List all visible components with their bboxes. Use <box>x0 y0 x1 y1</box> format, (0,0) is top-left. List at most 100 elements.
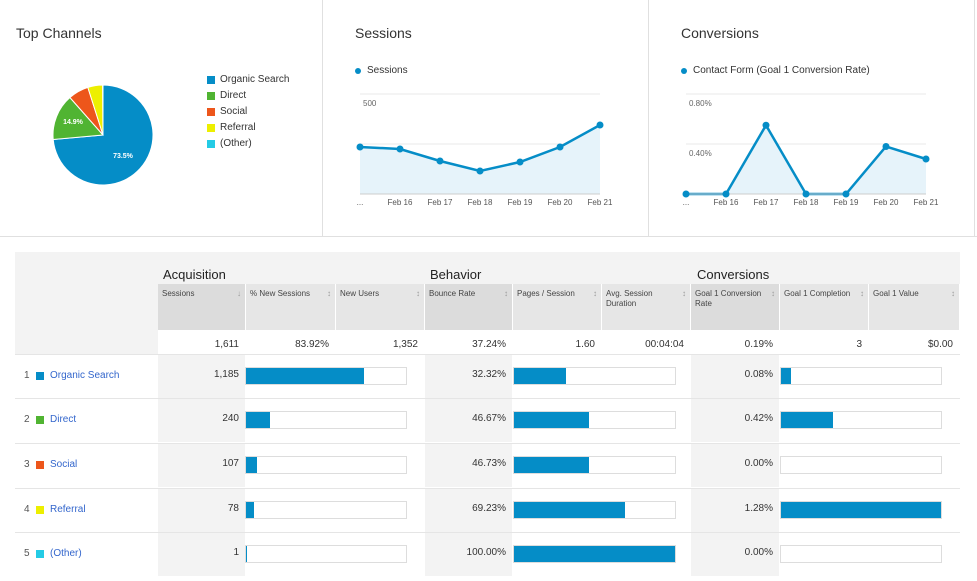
legend-swatch <box>207 139 215 148</box>
legend-item[interactable]: (Other) <box>207 138 252 149</box>
data-point[interactable] <box>476 167 484 175</box>
bounce-rate-cell: 32.32% <box>472 369 506 380</box>
sessions-bar <box>245 545 407 563</box>
column-header-label: Bounce Rate <box>429 289 476 298</box>
data-point[interactable] <box>842 190 850 198</box>
bar-fill <box>514 412 590 428</box>
legend-item[interactable]: Social <box>207 106 247 117</box>
sort-icon[interactable]: ↕ <box>860 289 864 298</box>
column-header-label: % New Sessions <box>250 289 311 298</box>
column-header-label: New Users <box>340 289 380 298</box>
sort-icon[interactable]: ↕ <box>327 289 331 298</box>
data-point[interactable] <box>356 143 364 151</box>
sort-icon[interactable]: ↕ <box>682 289 686 298</box>
value-column-bg <box>158 444 245 487</box>
panel-divider <box>648 0 649 236</box>
data-point[interactable] <box>436 157 444 165</box>
sessions-cell: 240 <box>222 413 239 424</box>
value-column-bg <box>158 533 245 576</box>
conversion-rate-bar <box>780 367 942 385</box>
column-header-avg-session-duration[interactable]: Avg. Session Duration ↕ <box>602 284 690 330</box>
sort-icon[interactable]: ↕ <box>951 289 955 298</box>
data-point[interactable] <box>802 190 810 198</box>
channel-link[interactable]: Referral <box>50 504 86 515</box>
conversion-rate-cell: 0.08% <box>744 369 773 380</box>
sessions-series-legend[interactable]: Sessions <box>355 65 408 76</box>
sort-icon[interactable]: ↕ <box>771 289 775 298</box>
sessions-bar <box>245 501 407 519</box>
bounce-rate-cell: 100.00% <box>466 547 506 558</box>
channel-link[interactable]: Direct <box>50 414 77 425</box>
column-header-bounce-rate[interactable]: Bounce Rate ↕ <box>425 284 512 330</box>
x-tick-label: Feb 21 <box>588 198 613 207</box>
data-point[interactable] <box>762 121 770 129</box>
sort-icon[interactable]: ↕ <box>504 289 508 298</box>
sessions-bar <box>245 456 407 474</box>
bounce-rate-cell: 46.67% <box>472 413 506 424</box>
legend-label: Organic Search <box>220 74 290 85</box>
column-header-goal-1-completion[interactable]: Goal 1 Completion ↕ <box>780 284 868 330</box>
column-header-sessions[interactable]: Sessions ↓ <box>158 284 245 330</box>
x-tick-label: Feb 20 <box>548 198 573 207</box>
section-divider <box>0 236 977 237</box>
legend-item[interactable]: Organic Search <box>207 74 289 85</box>
channel-link[interactable]: Organic Search <box>50 370 120 381</box>
total-cell: $0.00 <box>869 330 959 354</box>
conversion-rate-cell: 0.00% <box>744 458 773 469</box>
data-point[interactable] <box>922 155 930 163</box>
column-header-label: Avg. Session Duration <box>606 289 653 308</box>
channel-link[interactable]: (Other) <box>50 548 82 559</box>
data-point[interactable] <box>396 145 404 153</box>
bounce-rate-bar <box>513 501 676 519</box>
series-label: Contact Form (Goal 1 Conversion Rate) <box>693 65 870 76</box>
bar-fill <box>514 457 590 473</box>
column-header--new-sessions[interactable]: % New Sessions ↕ <box>246 284 335 330</box>
conversion-rate-cell: 0.00% <box>744 547 773 558</box>
column-header-goal-1-value[interactable]: Goal 1 Value ↕ <box>869 284 959 330</box>
data-point[interactable] <box>516 158 524 166</box>
legend-label: Direct <box>220 90 247 101</box>
column-header-label: Goal 1 Value <box>873 289 919 298</box>
bounce-rate-bar <box>513 456 676 474</box>
data-point[interactable] <box>682 190 690 198</box>
column-header-goal-1-conversion-rate[interactable]: Goal 1 Conversion Rate ↕ <box>691 284 779 330</box>
bar-fill <box>781 412 834 428</box>
x-tick-label: Feb 19 <box>508 198 533 207</box>
column-header-label: Pages / Session <box>517 289 575 298</box>
channel-color-swatch <box>36 371 44 380</box>
data-point[interactable] <box>722 190 730 198</box>
series-dot-icon <box>355 67 361 74</box>
x-tick-label: Feb 20 <box>874 198 899 207</box>
row-label: 1 Organic Search <box>24 370 119 381</box>
legend-swatch <box>207 91 215 100</box>
sessions-bar <box>245 367 407 385</box>
legend-item[interactable]: Direct <box>207 90 246 101</box>
conversions-series-legend[interactable]: Contact Form (Goal 1 Conversion Rate) <box>681 65 870 76</box>
data-point[interactable] <box>596 121 604 129</box>
data-point[interactable] <box>556 143 564 151</box>
column-header-label: Goal 1 Conversion Rate <box>695 289 762 308</box>
conversions-chart-title: Conversions <box>681 25 759 41</box>
channel-link[interactable]: Social <box>50 459 78 470</box>
x-tick-label: Feb 16 <box>714 198 739 207</box>
column-header-label: Sessions <box>162 289 195 298</box>
total-cell: 83.92% <box>246 330 335 354</box>
table-corner <box>15 284 158 354</box>
column-header-label: Goal 1 Completion <box>784 289 851 298</box>
table-header-band <box>15 252 960 284</box>
sort-icon[interactable]: ↕ <box>416 289 420 298</box>
column-header-new-users[interactable]: New Users ↕ <box>336 284 424 330</box>
series-area <box>360 125 600 194</box>
legend-label: Referral <box>220 122 256 133</box>
legend-item[interactable]: Referral <box>207 122 256 133</box>
x-tick-label: Feb 16 <box>388 198 413 207</box>
column-header-pages-session[interactable]: Pages / Session ↕ <box>513 284 601 330</box>
pie-label-direct: 14.9% <box>63 119 84 126</box>
sort-icon[interactable]: ↓ <box>237 289 241 298</box>
x-tick-label: Feb 18 <box>468 198 493 207</box>
sort-icon[interactable]: ↕ <box>593 289 597 298</box>
data-point[interactable] <box>882 143 890 150</box>
bounce-rate-cell: 46.73% <box>472 458 506 469</box>
value-column-bg <box>158 489 245 532</box>
row-number: 5 <box>24 548 30 559</box>
